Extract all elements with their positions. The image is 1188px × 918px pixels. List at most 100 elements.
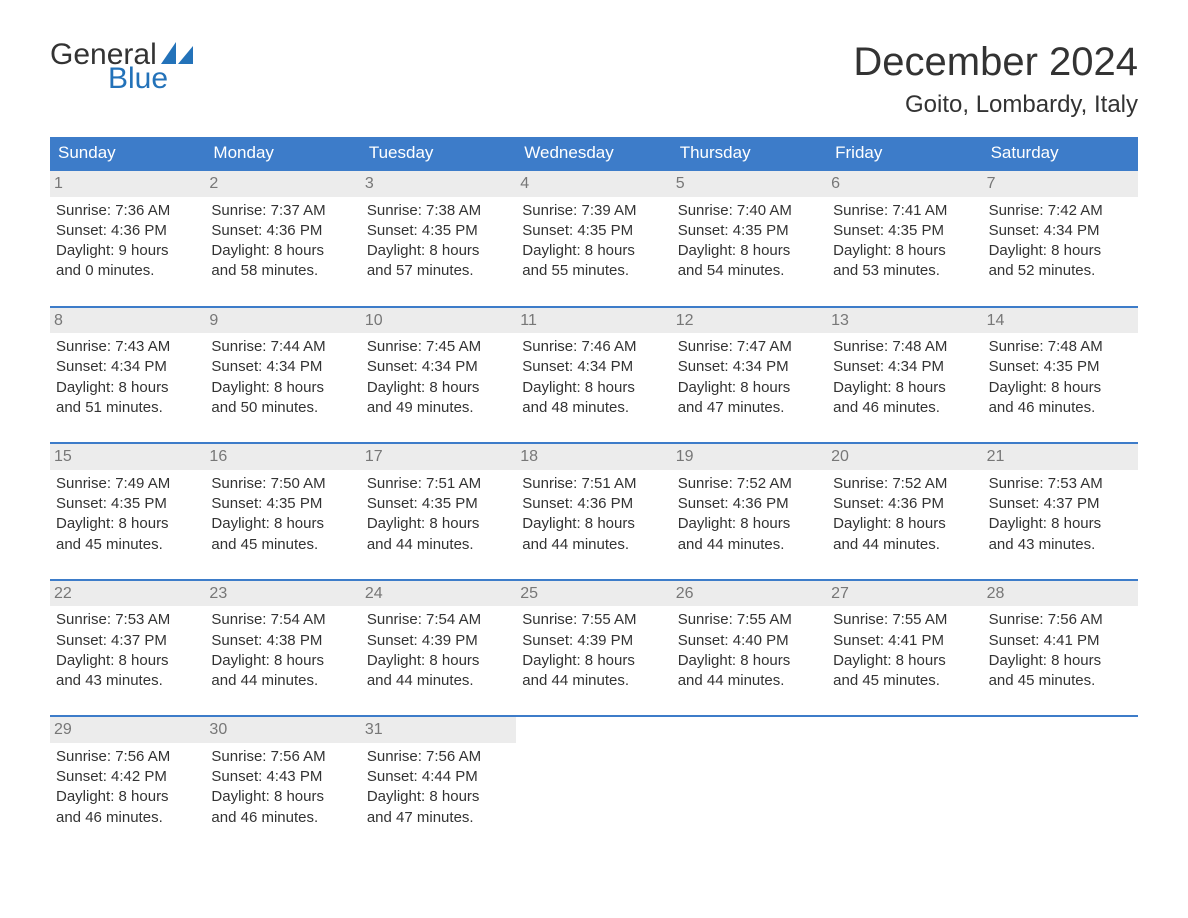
day-number: 1 [50,171,205,197]
day-cell: 16Sunrise: 7:50 AMSunset: 4:35 PMDayligh… [205,444,360,565]
d2-line: and 46 minutes. [211,808,354,828]
sunrise-line: Sunrise: 7:53 AM [989,474,1132,494]
day-number: 15 [50,444,205,470]
sunrise-line: Sunrise: 7:51 AM [367,474,510,494]
sunrise-line: Sunrise: 7:44 AM [211,337,354,357]
week-row: 8Sunrise: 7:43 AMSunset: 4:34 PMDaylight… [50,306,1138,429]
sunrise-line: Sunrise: 7:54 AM [211,610,354,630]
logo: General Blue [50,40,195,94]
day-cell [672,717,827,838]
week-row: 29Sunrise: 7:56 AMSunset: 4:42 PMDayligh… [50,715,1138,838]
header: General Blue December 2024 Goito, Lombar… [50,40,1138,119]
d1-line: Daylight: 8 hours [989,241,1132,261]
day-number: 9 [205,308,360,334]
d1-line: Daylight: 8 hours [678,514,821,534]
sunset-line: Sunset: 4:34 PM [367,357,510,377]
d1-line: Daylight: 8 hours [367,651,510,671]
day-cell [516,717,671,838]
sunrise-line: Sunrise: 7:52 AM [833,474,976,494]
week-row: 22Sunrise: 7:53 AMSunset: 4:37 PMDayligh… [50,579,1138,702]
sunrise-line: Sunrise: 7:42 AM [989,201,1132,221]
sunset-line: Sunset: 4:34 PM [211,357,354,377]
day-cell: 18Sunrise: 7:51 AMSunset: 4:36 PMDayligh… [516,444,671,565]
sunrise-line: Sunrise: 7:37 AM [211,201,354,221]
d2-line: and 46 minutes. [989,398,1132,418]
d2-line: and 0 minutes. [56,261,199,281]
title-block: December 2024 Goito, Lombardy, Italy [853,40,1138,119]
d1-line: Daylight: 8 hours [211,241,354,261]
d2-line: and 44 minutes. [678,535,821,555]
d1-line: Daylight: 8 hours [211,787,354,807]
day-cell: 24Sunrise: 7:54 AMSunset: 4:39 PMDayligh… [361,581,516,702]
sunset-line: Sunset: 4:37 PM [56,631,199,651]
sunset-line: Sunset: 4:36 PM [56,221,199,241]
d2-line: and 57 minutes. [367,261,510,281]
logo-word2: Blue [108,64,195,94]
day-cell: 4Sunrise: 7:39 AMSunset: 4:35 PMDaylight… [516,171,671,292]
d1-line: Daylight: 8 hours [211,651,354,671]
d1-line: Daylight: 8 hours [367,514,510,534]
sunrise-line: Sunrise: 7:45 AM [367,337,510,357]
sunrise-line: Sunrise: 7:55 AM [522,610,665,630]
d2-line: and 48 minutes. [522,398,665,418]
day-number: 6 [827,171,982,197]
sunrise-line: Sunrise: 7:46 AM [522,337,665,357]
d2-line: and 53 minutes. [833,261,976,281]
d1-line: Daylight: 8 hours [522,514,665,534]
day-number: 5 [672,171,827,197]
d2-line: and 54 minutes. [678,261,821,281]
day-cell: 21Sunrise: 7:53 AMSunset: 4:37 PMDayligh… [983,444,1138,565]
sunset-line: Sunset: 4:34 PM [56,357,199,377]
day-cell: 9 Sunrise: 7:44 AMSunset: 4:34 PMDaylight… [205,308,360,429]
sunrise-line: Sunrise: 7:53 AM [56,610,199,630]
d2-line: and 44 minutes. [522,671,665,691]
day-cell: 19Sunrise: 7:52 AMSunset: 4:36 PMDayligh… [672,444,827,565]
d1-line: Daylight: 8 hours [833,241,976,261]
day-cell: 2Sunrise: 7:37 AMSunset: 4:36 PMDaylight… [205,171,360,292]
d2-line: and 43 minutes. [56,671,199,691]
sunrise-line: Sunrise: 7:55 AM [678,610,821,630]
d2-line: and 58 minutes. [211,261,354,281]
sunset-line: Sunset: 4:35 PM [211,494,354,514]
dow-cell: Sunday [50,137,205,169]
d2-line: and 45 minutes. [833,671,976,691]
day-number: 2 [205,171,360,197]
d2-line: and 52 minutes. [989,261,1132,281]
sunrise-line: Sunrise: 7:56 AM [56,747,199,767]
sunset-line: Sunset: 4:43 PM [211,767,354,787]
sunset-line: Sunset: 4:35 PM [522,221,665,241]
day-number: 7 [983,171,1138,197]
dow-cell: Tuesday [361,137,516,169]
d1-line: Daylight: 8 hours [211,378,354,398]
d1-line: Daylight: 8 hours [833,378,976,398]
sunrise-line: Sunrise: 7:49 AM [56,474,199,494]
day-cell: 20Sunrise: 7:52 AMSunset: 4:36 PMDayligh… [827,444,982,565]
day-number: 16 [205,444,360,470]
day-number: 13 [827,308,982,334]
d1-line: Daylight: 8 hours [833,651,976,671]
day-cell [827,717,982,838]
day-number: 31 [361,717,516,743]
day-number: 8 [50,308,205,334]
day-cell: 29Sunrise: 7:56 AMSunset: 4:42 PMDayligh… [50,717,205,838]
sunset-line: Sunset: 4:34 PM [833,357,976,377]
d1-line: Daylight: 8 hours [989,514,1132,534]
day-cell: 27Sunrise: 7:55 AMSunset: 4:41 PMDayligh… [827,581,982,702]
sunrise-line: Sunrise: 7:55 AM [833,610,976,630]
sunrise-line: Sunrise: 7:38 AM [367,201,510,221]
day-number: 25 [516,581,671,607]
day-cell [983,717,1138,838]
day-cell: 5Sunrise: 7:40 AMSunset: 4:35 PMDaylight… [672,171,827,292]
sunset-line: Sunset: 4:34 PM [522,357,665,377]
d2-line: and 51 minutes. [56,398,199,418]
day-number: 23 [205,581,360,607]
d2-line: and 44 minutes. [211,671,354,691]
day-cell: 8Sunrise: 7:43 AMSunset: 4:34 PMDaylight… [50,308,205,429]
day-number: 10 [361,308,516,334]
sunrise-line: Sunrise: 7:50 AM [211,474,354,494]
month-title: December 2024 [853,40,1138,85]
sunrise-line: Sunrise: 7:43 AM [56,337,199,357]
d1-line: Daylight: 9 hours [56,241,199,261]
day-cell: 10Sunrise: 7:45 AMSunset: 4:34 PMDayligh… [361,308,516,429]
d2-line: and 45 minutes. [211,535,354,555]
